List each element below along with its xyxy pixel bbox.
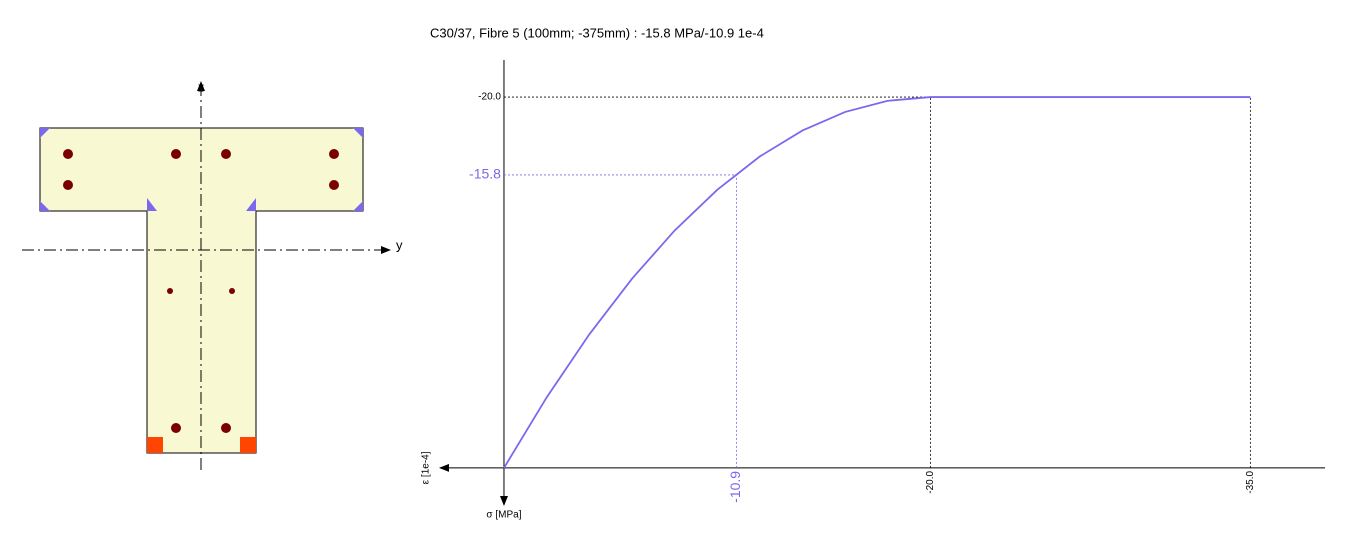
cross-section: y z — [22, 79, 403, 470]
corner-marks — [40, 128, 363, 211]
z-axis-label: z — [198, 79, 205, 94]
x-tick-label: -20.0 — [925, 470, 936, 493]
rebars — [63, 149, 339, 433]
y-axis-label: y — [396, 237, 403, 252]
y-tick-label: -20.0 — [478, 92, 501, 103]
y-tick-label: -15.8 — [469, 166, 501, 182]
x-axis-label: ε [1e-4] — [421, 451, 432, 484]
x-tick-label: -35.0 — [1245, 470, 1256, 493]
curve — [503, 96, 1251, 469]
chart-title: C30/37, Fibre 5 (100mm; -375mm) : -15.8 … — [430, 25, 764, 40]
corner-square — [240, 437, 256, 453]
plot: ε [1e-4] σ [MPa] -10.9 -20.0 -35.0 -15.8 -20.0 — [421, 60, 1325, 521]
x-tick-label: -10.9 — [727, 471, 743, 503]
y-axis-label: σ [MPa] — [486, 510, 521, 521]
corner-square — [147, 437, 163, 453]
